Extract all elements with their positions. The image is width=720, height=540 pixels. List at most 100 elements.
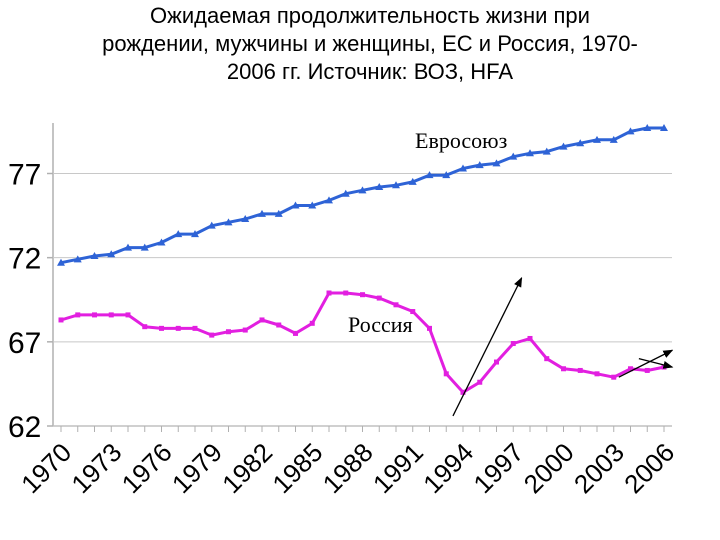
x-tick-label: 1997: [467, 437, 529, 499]
data-point-russia: [159, 325, 164, 331]
data-point-russia: [376, 295, 382, 301]
data-point-eu: [341, 189, 350, 197]
x-tick-label: 1970: [15, 437, 77, 499]
data-point-russia: [192, 325, 198, 331]
data-point-eu: [609, 135, 618, 143]
chart-title: Ожидаемая продолжительность жизни при ро…: [40, 2, 700, 86]
data-point-eu: [191, 230, 199, 238]
data-point-russia: [75, 312, 81, 318]
data-point-eu: [358, 186, 367, 194]
data-point-eu: [73, 255, 82, 263]
data-point-eu: [291, 201, 300, 209]
data-point-eu: [459, 164, 467, 172]
data-point-eu: [375, 182, 384, 190]
x-tick-label: 1985: [266, 437, 328, 499]
data-point-russia: [644, 367, 650, 373]
y-tick-label: 77: [8, 159, 41, 192]
x-tick-label: 1982: [216, 437, 278, 499]
series-label-russia: Россия: [348, 312, 413, 337]
data-point-russia: [209, 332, 215, 338]
data-point-eu: [207, 221, 216, 229]
data-point-russia: [326, 290, 332, 296]
data-point-eu: [542, 147, 551, 155]
x-tick-label: 1979: [166, 437, 228, 499]
data-point-russia: [343, 290, 349, 296]
data-point-russia: [108, 312, 114, 318]
data-point-russia: [443, 371, 449, 377]
data-point-russia: [460, 389, 466, 395]
x-tick-label: 1988: [317, 437, 379, 499]
data-point-eu: [157, 238, 166, 246]
y-tick-label: 67: [8, 327, 41, 360]
data-point-russia: [226, 329, 231, 335]
data-point-russia: [276, 322, 282, 328]
x-tick-label: 1973: [65, 437, 127, 499]
data-point-eu: [509, 152, 518, 160]
data-point-russia: [393, 302, 399, 308]
data-point-eu: [442, 171, 451, 179]
trend-arrow: [618, 349, 674, 378]
data-point-eu: [559, 142, 568, 150]
data-point-eu: [90, 251, 99, 259]
data-point-eu: [593, 135, 601, 143]
series-russia: [58, 290, 667, 395]
data-point-russia: [510, 341, 516, 347]
data-point-russia: [477, 379, 483, 385]
data-point-eu: [626, 127, 635, 135]
data-point-russia: [175, 325, 181, 331]
data-point-russia: [142, 324, 148, 330]
y-tick-label: 72: [8, 243, 41, 276]
data-point-eu: [224, 218, 233, 226]
x-tick-label: 1976: [116, 437, 178, 499]
data-point-eu: [408, 177, 417, 185]
series-eu: [57, 124, 668, 266]
data-point-eu: [660, 124, 668, 132]
data-point-russia: [561, 366, 566, 372]
data-point-russia: [544, 356, 550, 362]
data-point-eu: [392, 181, 400, 189]
data-point-russia: [92, 312, 97, 318]
data-point-russia: [242, 327, 248, 333]
data-point-russia: [293, 330, 298, 336]
data-point-eu: [492, 159, 501, 167]
data-point-russia: [125, 312, 131, 318]
data-point-russia: [494, 359, 499, 365]
series-line-eu: [60, 126, 664, 265]
data-point-eu: [57, 258, 65, 266]
x-tick-label: 1994: [417, 437, 479, 499]
data-point-eu: [576, 139, 585, 147]
series-line-russia: [60, 291, 665, 394]
data-point-eu: [107, 250, 116, 258]
data-point-eu: [475, 161, 484, 169]
chart-title-line-2: рождении, мужчины и женщины, ЕС и Россия…: [102, 31, 638, 56]
data-point-eu: [258, 209, 266, 217]
x-tick-label: 2006: [618, 437, 680, 499]
y-tick-label: 62: [8, 411, 41, 444]
x-tick-label: 2000: [518, 437, 580, 499]
data-point-russia: [611, 374, 617, 380]
data-point-russia: [628, 366, 633, 372]
chart-title-line-3: 2006 гг. Источник: ВОЗ, HFA: [226, 59, 514, 84]
data-point-eu: [174, 230, 183, 238]
trend-arrow: [638, 358, 674, 369]
data-point-russia: [410, 309, 416, 315]
x-tick-label: 2003: [568, 437, 630, 499]
x-tick-label: 1991: [367, 437, 429, 499]
data-point-russia: [577, 367, 583, 373]
data-point-eu: [124, 243, 132, 251]
data-point-eu: [140, 243, 149, 251]
data-point-eu: [241, 214, 250, 222]
data-point-eu: [526, 149, 534, 157]
data-point-eu: [325, 196, 333, 204]
data-point-eu: [643, 124, 652, 132]
data-point-eu: [274, 209, 283, 217]
chart-title-line-1: Ожидаемая продолжительность жизни при: [150, 3, 590, 28]
data-point-russia: [360, 292, 365, 298]
data-point-russia: [594, 371, 600, 377]
data-point-eu: [425, 171, 434, 179]
data-point-russia: [309, 320, 315, 326]
trend-arrow: [452, 276, 523, 417]
data-point-russia: [527, 335, 533, 341]
series-label-eu: Евросоюз: [415, 128, 507, 153]
